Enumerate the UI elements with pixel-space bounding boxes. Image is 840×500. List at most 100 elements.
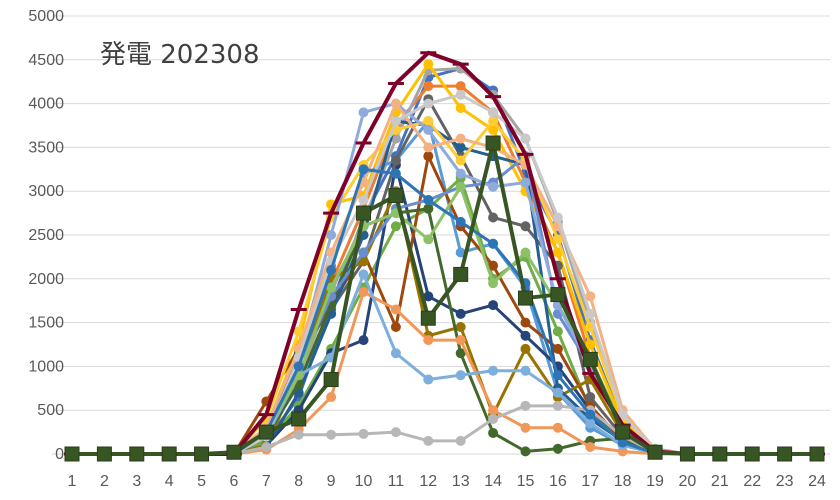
x-tick-label: 16 — [549, 473, 567, 490]
data-point — [585, 409, 596, 420]
data-point — [520, 177, 531, 188]
data-point — [453, 266, 469, 282]
x-tick-label: 11 — [388, 473, 405, 490]
data-point — [64, 446, 80, 462]
y-tick-label: 2000 — [28, 271, 64, 288]
data-point — [455, 348, 466, 359]
data-point — [585, 418, 596, 429]
data-point — [679, 446, 695, 462]
data-point — [617, 437, 628, 448]
data-point — [358, 164, 369, 175]
data-point — [585, 339, 596, 350]
x-tick-label: 19 — [646, 473, 664, 490]
data-point — [390, 221, 401, 232]
data-point — [423, 435, 434, 446]
x-axis-ticks: 1 2 3 4 5 6 7 8 9 10 11 12 13 14 15 16 17 18 19 20 21 22 23 24 — [68, 473, 826, 490]
data-point — [390, 321, 401, 332]
series-1 — [67, 63, 822, 459]
x-tick-label: 20 — [679, 473, 697, 490]
data-point — [455, 216, 466, 227]
data-point — [520, 422, 531, 433]
data-point — [520, 221, 531, 232]
data-point — [358, 107, 369, 118]
series-23 — [64, 50, 825, 456]
data-point — [488, 260, 499, 271]
series-24 — [64, 135, 825, 462]
data-point — [423, 234, 434, 245]
data-point — [291, 411, 307, 427]
data-point — [585, 392, 596, 403]
data-point — [390, 98, 401, 109]
data-point — [455, 142, 466, 153]
data-point — [358, 335, 369, 346]
series-line — [70, 185, 819, 456]
data-point — [488, 212, 499, 223]
data-point — [585, 441, 596, 452]
data-point — [552, 234, 563, 245]
series-line — [70, 290, 819, 456]
data-point — [455, 370, 466, 381]
data-point — [423, 142, 434, 153]
data-point — [520, 343, 531, 354]
data-point — [582, 351, 598, 367]
x-tick-label: 24 — [808, 473, 826, 490]
data-point — [358, 269, 369, 280]
data-point — [552, 387, 563, 398]
data-point — [585, 291, 596, 302]
data-point — [96, 446, 112, 462]
data-point — [809, 446, 825, 462]
data-point — [488, 124, 499, 135]
data-point — [326, 392, 337, 403]
y-tick-label: 3500 — [28, 139, 64, 156]
data-point — [455, 89, 466, 100]
data-point — [455, 102, 466, 113]
data-point — [194, 446, 210, 462]
data-point — [423, 98, 434, 109]
y-axis-ticks: 0 500 1000 1500 2000 2500 3000 3500 4000 4500 5000 — [28, 8, 64, 463]
data-point — [550, 287, 566, 303]
x-tick-label: 5 — [197, 473, 206, 490]
gridlines — [52, 15, 830, 455]
data-point — [585, 308, 596, 319]
data-point — [323, 372, 339, 388]
x-tick-label: 6 — [230, 473, 239, 490]
data-point — [455, 168, 466, 179]
data-point — [390, 348, 401, 359]
y-tick-label: 1000 — [28, 358, 64, 375]
data-point — [423, 291, 434, 302]
data-point — [520, 330, 531, 341]
data-point — [423, 374, 434, 385]
data-point — [358, 194, 369, 205]
data-point — [455, 133, 466, 144]
y-tick-label: 2500 — [28, 227, 64, 244]
data-point — [552, 400, 563, 411]
data-point — [488, 116, 499, 127]
data-point — [520, 400, 531, 411]
data-point — [712, 446, 728, 462]
data-point — [485, 135, 501, 151]
series-14 — [67, 286, 822, 459]
x-tick-label: 3 — [132, 473, 141, 490]
data-point — [488, 181, 499, 192]
data-point — [390, 427, 401, 438]
data-point — [777, 446, 793, 462]
data-point — [293, 361, 304, 372]
data-point — [390, 168, 401, 179]
y-tick-label: 4500 — [28, 52, 64, 69]
y-tick-label: 3000 — [28, 183, 64, 200]
data-point — [293, 429, 304, 440]
data-point — [390, 304, 401, 315]
data-point — [358, 286, 369, 297]
data-point — [520, 133, 531, 144]
data-point — [488, 300, 499, 311]
data-point — [617, 409, 628, 420]
data-point — [552, 326, 563, 337]
data-point — [647, 444, 663, 460]
data-point — [423, 81, 434, 92]
data-point — [326, 282, 337, 293]
series-18 — [67, 181, 822, 459]
data-point — [455, 181, 466, 192]
data-point — [488, 278, 499, 289]
y-tick-label: 4000 — [28, 96, 64, 113]
